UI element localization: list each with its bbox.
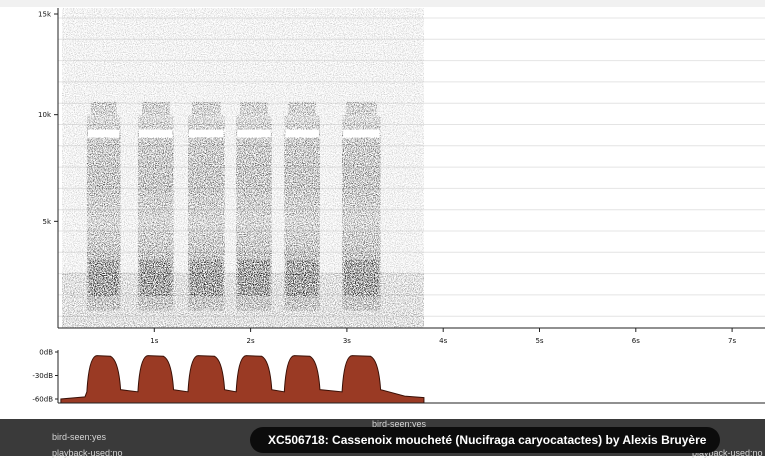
x-tick-label: 4s	[439, 337, 447, 345]
amp-tick-label: -30dB	[32, 372, 53, 380]
call-top-4	[240, 101, 268, 115]
call-gap-6	[343, 129, 380, 138]
top-bar	[0, 0, 765, 7]
spectrogram-calls	[86, 101, 381, 311]
amplitude-fill	[60, 355, 425, 404]
meta-playback-used-right: playback-used:no	[692, 448, 763, 458]
x-tick-label: 5s	[535, 337, 543, 345]
call-low-band-1	[88, 259, 119, 296]
amplitude-waveform[interactable]: 0dB -30dB -60dB	[0, 345, 765, 415]
call-gap-3	[189, 129, 224, 138]
amp-tick-label: -60dB	[32, 396, 53, 404]
spectrogram-axes: 15k 10k 5k 1s 2s 3s 4s 5s 6s 7s	[38, 8, 765, 345]
call-top-5	[288, 101, 316, 115]
x-tick-label: 6s	[632, 337, 640, 345]
x-tick-label: 2s	[247, 337, 255, 345]
amp-tick-label: 0dB	[39, 349, 53, 357]
spectrogram[interactable]: 15k 10k 5k 1s 2s 3s 4s 5s 6s 7s	[0, 0, 765, 348]
y-tick-label: 10k	[38, 111, 52, 119]
call-gap-2	[138, 129, 173, 138]
call-gap-4	[237, 129, 271, 138]
y-tick-label: 15k	[38, 11, 52, 19]
meta-bird-seen-center: bird-seen:yes	[372, 419, 427, 429]
meta-bird-seen: bird-seen:yes	[52, 432, 107, 442]
call-low-band-3	[190, 259, 223, 296]
x-tick-label: 7s	[728, 337, 736, 345]
call-low-band-2	[139, 259, 172, 296]
call-top-3	[192, 101, 221, 115]
call-low-band-4	[238, 259, 270, 296]
call-low-band-5	[286, 259, 318, 296]
call-gap-5	[285, 129, 319, 138]
call-top-2	[141, 101, 170, 115]
call-low-band-6	[344, 259, 379, 296]
y-tick-label: 5k	[42, 218, 51, 226]
x-tick-label: 3s	[343, 337, 351, 345]
call-gap-1	[87, 129, 120, 138]
meta-playback-used: playback-used:no	[52, 448, 123, 458]
amplitude-envelope	[60, 355, 425, 404]
recording-caption[interactable]: XC506718: Cassenoix moucheté (Nucifraga …	[250, 427, 721, 453]
x-tick-label: 1s	[150, 337, 158, 345]
amplitude-axes: 0dB -30dB -60dB	[32, 349, 765, 404]
call-top-1	[90, 101, 117, 115]
call-top-6	[346, 101, 377, 115]
